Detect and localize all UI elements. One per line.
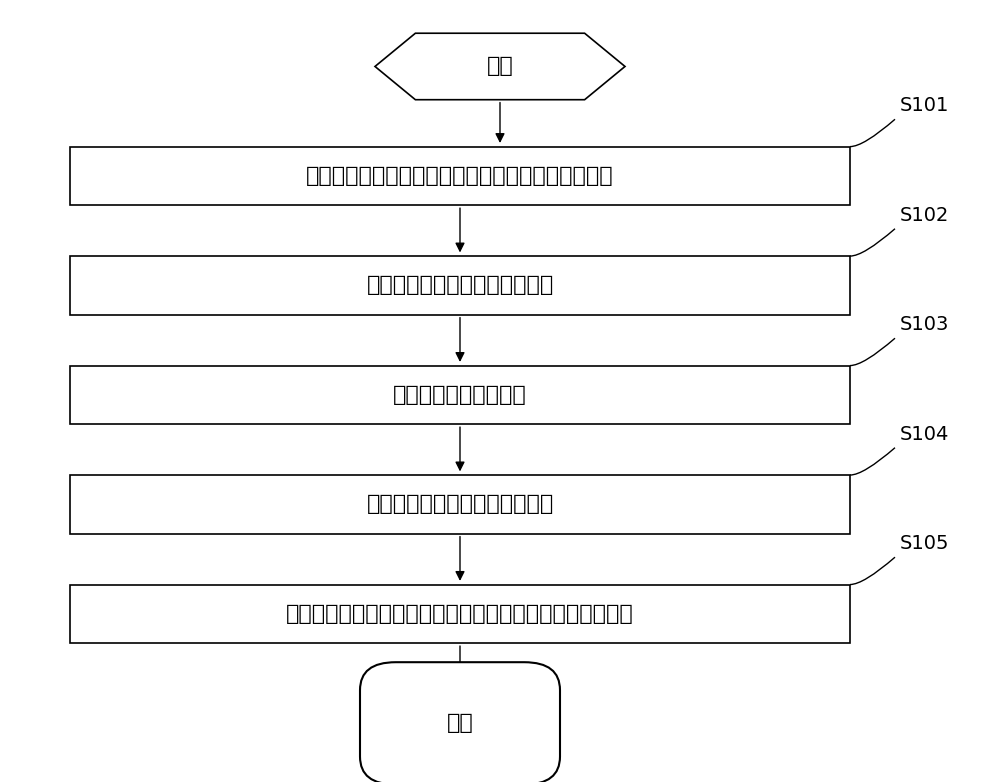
Text: S102: S102 [900,206,949,224]
Text: S104: S104 [900,425,949,444]
Text: S103: S103 [900,315,949,335]
Bar [70,584,850,643]
Text: 将坡耕地疑似地块进行修正和拼接，得到完整的坡耕地图像: 将坡耕地疑似地块进行修正和拼接，得到完整的坡耕地图像 [286,604,634,624]
Text: 对高分辨率遥感影像进行预处理: 对高分辨率遥感影像进行预处理 [366,275,554,296]
Bar [70,475,850,533]
Text: 建立坡耕地特征知识集: 建立坡耕地特征知识集 [393,385,527,405]
Bar [70,366,850,424]
Text: 开始: 开始 [487,56,513,77]
Text: S101: S101 [900,96,949,115]
FancyBboxPatch shape [360,662,560,782]
Text: 获取高分辨率遥感图像和其覆盖区域的数字高程模型: 获取高分辨率遥感图像和其覆盖区域的数字高程模型 [306,166,614,186]
Text: 从坡耕地兴趣区提取疑似坡耕地: 从坡耕地兴趣区提取疑似坡耕地 [366,494,554,515]
Polygon shape [375,33,625,99]
Bar [70,256,850,314]
Text: 结束: 结束 [447,713,473,734]
Text: S105: S105 [900,534,950,554]
Bar [70,146,850,205]
